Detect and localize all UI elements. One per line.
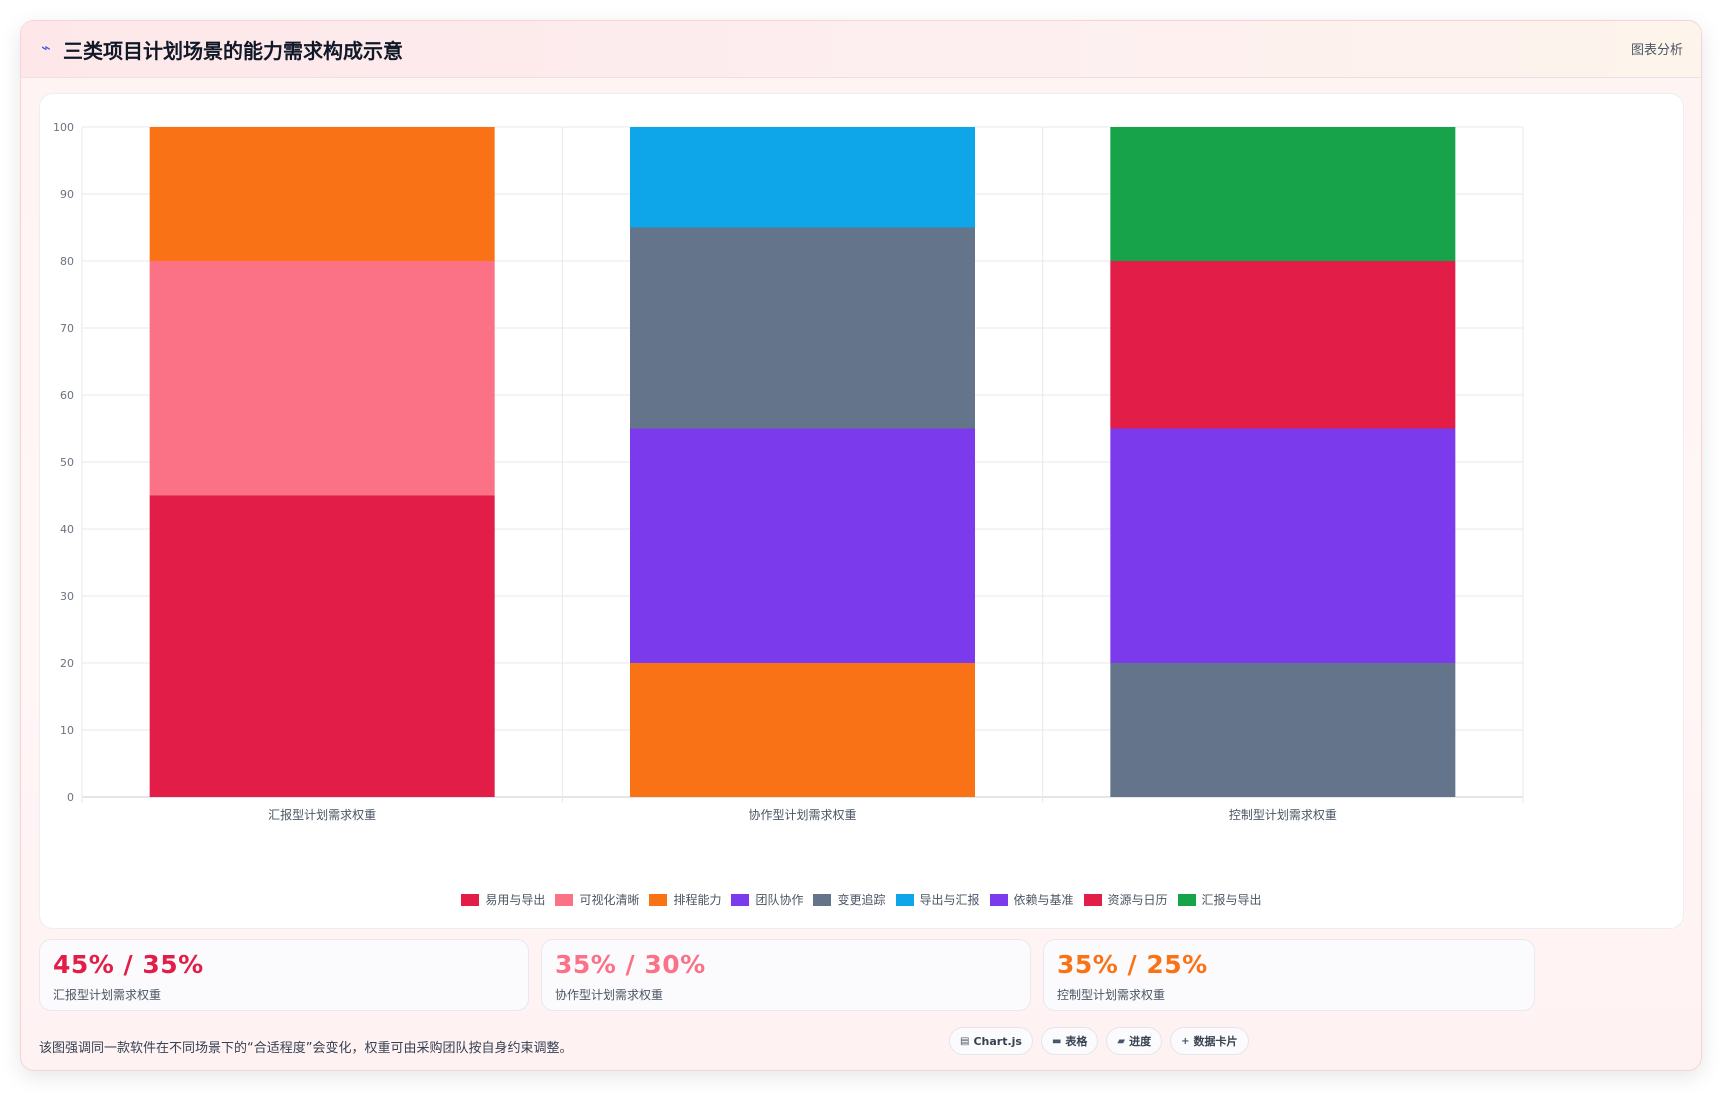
legend-item[interactable]: 导出与汇报	[895, 891, 980, 908]
stat-card-collaboration: 35% / 30% 协作型计划需求权重	[541, 939, 1031, 1011]
stat-label: 汇报型计划需求权重	[53, 988, 162, 1002]
stat-value: 45% / 35%	[53, 950, 204, 979]
bar-segment	[630, 428, 975, 663]
y-tick-label: 50	[60, 456, 74, 469]
y-tick-label: 100	[53, 121, 74, 134]
legend-item[interactable]: 可视化清晰	[555, 891, 639, 908]
chip-progress[interactable]: ▰ 进度	[1106, 1027, 1163, 1055]
legend-swatch	[1177, 893, 1196, 906]
y-tick-label: 60	[60, 389, 74, 402]
bar-segment	[1110, 261, 1456, 429]
panel-tag[interactable]: 图表分析	[1630, 43, 1683, 58]
stat-label: 控制型计划需求权重	[1057, 988, 1166, 1002]
chip-table[interactable]: ▬ 表格	[1040, 1027, 1099, 1055]
tech-chips: ▤ Chart.js ▬ 表格 ▰ 进度 + 数据卡片	[949, 1027, 1249, 1055]
progress-icon: ▰	[1117, 1035, 1126, 1047]
legend-item[interactable]: 资源与日历	[1083, 891, 1168, 908]
stat-label: 协作型计划需求权重	[555, 988, 664, 1002]
chart-panel: ⌁ 三类项目计划场景的能力需求构成示意 图表分析 0 10 20 30 40 50 60 70…	[20, 20, 1702, 1071]
chart-legend: 易用与导出 可视化清晰 排程能力 团队协作 变更追踪 导出与汇报 依赖与基准 资源与日历 汇报与…	[40, 891, 1683, 908]
legend-label: 资源与日历	[1107, 893, 1168, 907]
stat-card-reporting: 45% / 35% 汇报型计划需求权重	[39, 939, 529, 1011]
chip-chartjs[interactable]: ▤ Chart.js	[949, 1027, 1033, 1055]
chip-label: 表格	[1065, 1035, 1088, 1048]
y-tick-label: 30	[60, 590, 74, 603]
legend-item[interactable]: 排程能力	[649, 891, 721, 908]
legend-label: 排程能力	[673, 893, 722, 907]
bar-segment	[630, 227, 975, 429]
x-tick-label: 控制型计划需求权重	[1229, 808, 1337, 822]
plus-icon: +	[1181, 1035, 1190, 1047]
bar-segment	[149, 495, 495, 797]
legend-swatch	[1083, 893, 1102, 906]
bar-segment	[1110, 127, 1456, 261]
legend-label: 变更追踪	[837, 893, 886, 907]
legend-swatch	[555, 893, 574, 906]
legend-label: 可视化清晰	[579, 893, 640, 907]
page-title: 三类项目计划场景的能力需求构成示意	[63, 39, 403, 63]
legend-swatch	[731, 893, 750, 906]
legend-label: 依赖与基准	[1013, 893, 1074, 907]
legend-item[interactable]: 易用与导出	[461, 891, 545, 908]
y-tick-label: 80	[60, 255, 74, 268]
y-tick-label: 40	[60, 523, 74, 536]
legend-label: 汇报与导出	[1201, 893, 1262, 907]
chip-label: 数据卡片	[1193, 1035, 1238, 1048]
bar-segment	[149, 261, 495, 496]
x-tick-label: 汇报型计划需求权重	[268, 807, 376, 822]
chart-card: 0 10 20 30 40 50 60 70 80 90 100 汇报型计划需求权重 协作型计划需求权重…	[39, 93, 1684, 929]
legend-swatch	[813, 893, 832, 906]
bar-segment	[630, 127, 975, 228]
stat-value: 35% / 30%	[555, 950, 706, 979]
chip-label: Chart.js	[973, 1034, 1022, 1048]
legend-swatch	[989, 893, 1008, 906]
legend-label: 团队协作	[755, 893, 804, 907]
bar-segment	[1110, 428, 1456, 663]
bar-segment	[630, 663, 975, 797]
x-tick-label: 协作型计划需求权重	[748, 807, 856, 822]
chip-data-card[interactable]: + 数据卡片	[1170, 1027, 1249, 1055]
chart-icon: ▤	[960, 1035, 970, 1047]
y-tick-label: 70	[60, 322, 74, 335]
bar-segment	[149, 127, 495, 261]
legend-label: 易用与导出	[485, 893, 546, 907]
y-tick-label: 10	[60, 724, 74, 737]
stat-value: 35% / 25%	[1057, 950, 1208, 979]
stat-card-control: 35% / 25% 控制型计划需求权重	[1043, 939, 1535, 1011]
legend-item[interactable]: 团队协作	[731, 891, 803, 908]
legend-item[interactable]: 变更追踪	[813, 891, 886, 908]
bar-segment	[1110, 663, 1456, 797]
y-tick-label: 90	[60, 188, 74, 201]
y-tick-label: 20	[60, 657, 74, 670]
y-tick-label: 0	[67, 791, 74, 804]
legend-swatch	[461, 893, 480, 906]
stacked-bar-chart: 0 10 20 30 40 50 60 70 80 90 100 汇报型计划需求权重 协作型计划需求权重…	[53, 121, 1524, 822]
chip-label: 进度	[1129, 1035, 1152, 1048]
legend-item[interactable]: 依赖与基准	[989, 891, 1074, 908]
legend-item[interactable]: 汇报与导出	[1177, 891, 1262, 908]
legend-swatch	[649, 893, 668, 906]
legend-label: 导出与汇报	[919, 893, 980, 907]
footnote: 该图强调同一款软件在不同场景下的“合适程度”会变化，权重可由采购团队按自身约束调…	[39, 1041, 573, 1056]
panel-header: ⌁ 三类项目计划场景的能力需求构成示意 图表分析	[21, 21, 1701, 78]
legend-swatch	[895, 893, 914, 906]
table-icon: ▬	[1051, 1035, 1062, 1047]
pulse-icon: ⌁	[41, 38, 51, 57]
